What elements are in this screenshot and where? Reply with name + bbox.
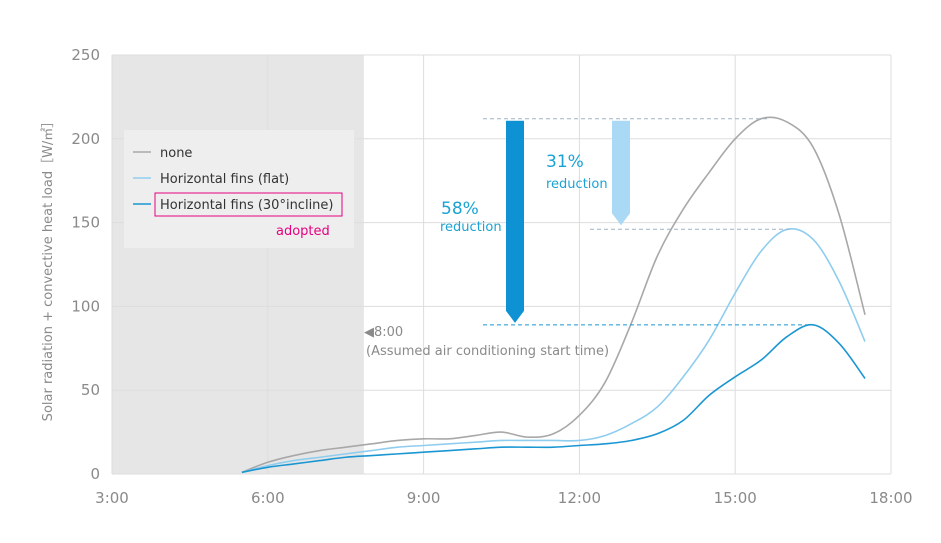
legend-label-none: none <box>160 146 192 161</box>
reduction-31-arrow <box>612 120 630 226</box>
y-tick-label: 250 <box>71 46 100 64</box>
x-tick-label: 12:00 <box>558 489 601 507</box>
reduction-layer <box>483 118 811 326</box>
adopted-label: adopted <box>276 224 330 239</box>
x-tick-label: 6:00 <box>251 489 285 507</box>
start-time-marker: ◀8:00 <box>364 325 403 340</box>
reduction-31-label: reduction <box>546 177 608 192</box>
reduction-58-percent: 58% <box>441 199 479 219</box>
legend-background <box>124 130 354 248</box>
x-tick-label: 9:00 <box>407 489 441 507</box>
y-tick-label: 0 <box>90 465 100 483</box>
start-time-note: (Assumed air conditioning start time) <box>366 344 609 359</box>
legend: none Horizontal fins (flat) Horizontal f… <box>124 130 354 248</box>
y-tick-label: 150 <box>71 214 100 232</box>
series-line-flat <box>241 228 866 474</box>
pre-ac-shaded-region <box>112 55 364 474</box>
y-tick-label: 100 <box>71 297 100 315</box>
y-tick-label: 200 <box>71 130 100 148</box>
tick-labels: 3:00 6:00 9:00 12:00 15:00 18:00 0 50 100 150 200 2… <box>71 46 912 507</box>
legend-label-incline: Horizontal fins (30°incline) <box>160 198 334 213</box>
series-line-none <box>241 116 866 474</box>
reduction-58-label: reduction <box>440 220 502 235</box>
reduction-58-arrow <box>506 120 524 323</box>
legend-label-flat: Horizontal fins (flat) <box>160 172 289 187</box>
x-tick-label: 3:00 <box>95 489 129 507</box>
adopted-highlight-box <box>154 192 343 217</box>
y-axis-label: Solar radiation + convective heat load［W… <box>41 115 56 422</box>
series-line-incline <box>241 323 866 474</box>
series-layer <box>241 116 866 474</box>
y-tick-label: 50 <box>81 381 100 399</box>
x-tick-label: 18:00 <box>869 489 912 507</box>
reduction-31-percent: 31% <box>546 152 584 172</box>
x-tick-label: 15:00 <box>714 489 757 507</box>
